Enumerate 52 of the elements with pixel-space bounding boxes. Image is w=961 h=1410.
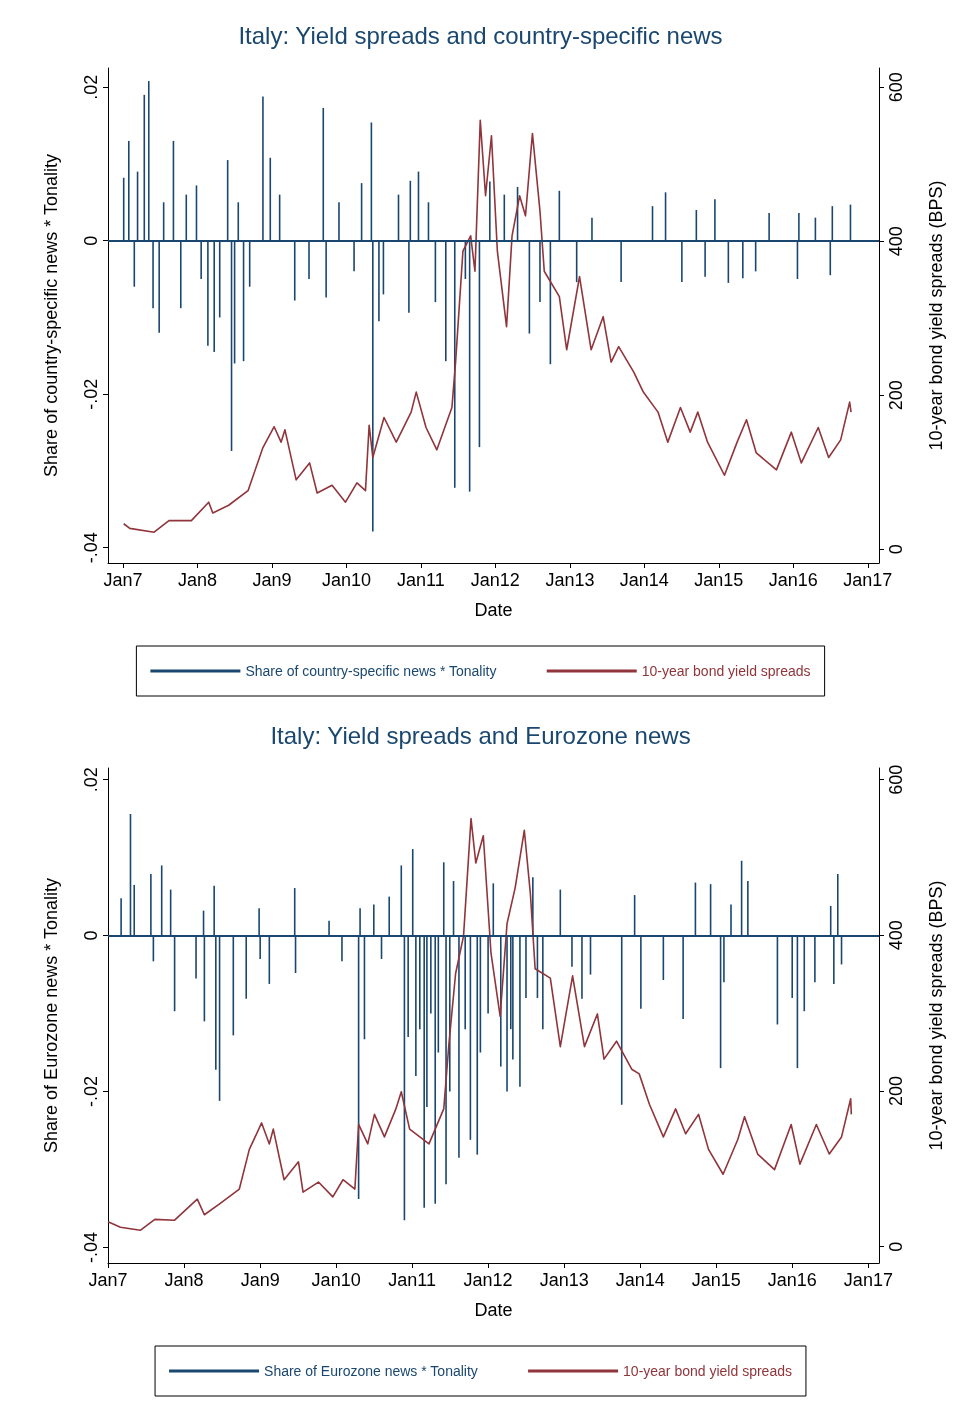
x-tick-label: Jan10 [311,1270,361,1290]
x-axis-title: Date [474,600,513,620]
line-series [122,119,852,534]
x-tick-label: Jan13 [539,1270,589,1290]
x-tick-label: Jan11 [397,570,445,590]
x-tick-label: Jan7 [88,1270,128,1290]
x-tick-label: Jan11 [388,1270,436,1290]
x-tick-label: Jan16 [767,1270,817,1290]
y2-tick-label: 0 [886,1241,906,1252]
text: Share of Eurozone news * Tonality [264,1363,478,1379]
y-tick-label: .02 [81,74,101,100]
y2-tick-label: 0 [886,544,906,555]
y2-tick-label: 600 [886,72,906,103]
y-tick-label: .02 [81,767,101,793]
y-axis-title: Share of Eurozone news * Tonality [41,878,61,1153]
y-axis-title: Share of country-specific news * Tonality [41,154,61,477]
line-series [107,817,853,1232]
x-tick-label: Jan10 [321,570,372,590]
x-tick-label: Jan12 [463,1270,513,1290]
y-tick-label: 0 [81,930,101,941]
x-tick-label: Jan9 [252,570,292,590]
y-tick-label: -.02 [81,1075,101,1108]
y-tick-label: -.04 [81,532,101,564]
text: 10-year bond yield spreads [623,1363,792,1379]
x-tick-label: Jan12 [470,570,520,590]
x-tick-label: Jan17 [843,1270,893,1290]
x-tick-label: Jan14 [615,1270,665,1290]
x-tick-label: Jan8 [177,570,218,590]
y2-tick-label: 200 [886,1075,906,1107]
y-tick-label: 0 [81,235,101,246]
y2-tick-label: 200 [886,380,906,411]
y2-tick-label: 600 [886,764,906,795]
x-tick-label: Jan7 [103,570,143,590]
y2-axis-title: 10-year bond yield spreads (BPS) [926,180,946,451]
x-tick-label: Jan15 [694,570,744,590]
x-tick-label: Jan17 [843,570,893,590]
x-tick-label: Jan15 [691,1270,741,1290]
x-tick-label: Jan16 [768,570,818,590]
text: Share of country-specific news * Tonality [245,663,497,679]
chart-title: Italy: Yield spreads and country-specific news [238,21,723,49]
text: 10-year bond yield spreads [641,663,811,679]
x-tick-label: Jan8 [164,1270,204,1290]
y2-tick-label: 400 [886,226,906,257]
y-tick-label: -.04 [81,1231,101,1263]
x-tick-label: Jan14 [619,570,669,590]
x-tick-label: Jan13 [545,570,595,590]
y2-axis-title: 10-year bond yield spreads (BPS) [926,880,946,1151]
y-tick-label: -.02 [81,378,101,410]
x-tick-label: Jan9 [240,1270,280,1290]
chart-title: Italy: Yield spreads and Eurozone news [270,721,691,749]
x-axis-title: Date [474,1300,513,1320]
y2-tick-label: 400 [886,920,906,951]
